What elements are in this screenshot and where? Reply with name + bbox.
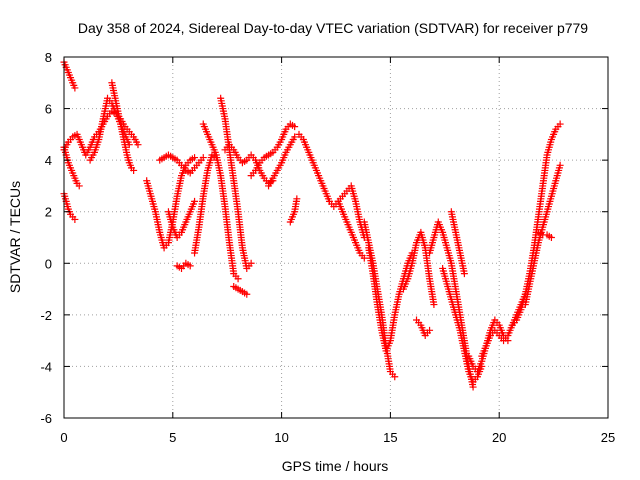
series-arc-ac: [478, 290, 529, 360]
y-axis-label: SDTVAR / TECUs: [7, 181, 23, 293]
y-tick-label: 4: [45, 153, 52, 168]
data-point: [186, 262, 194, 270]
data-point: [75, 182, 83, 190]
x-tick-label: 25: [601, 430, 615, 445]
data-point: [460, 270, 468, 278]
x-tick-label: 20: [492, 430, 506, 445]
series-arc-z: [439, 264, 486, 386]
series-arc-ad: [508, 120, 564, 329]
x-tick-label: 5: [169, 430, 176, 445]
data-point: [234, 275, 242, 283]
series-arc-s: [295, 130, 368, 241]
data-point: [291, 123, 299, 131]
y-tick-label: -6: [40, 411, 52, 426]
data-point: [71, 84, 79, 92]
x-axis-label: GPS time / hours: [282, 458, 389, 474]
data-point: [430, 301, 438, 309]
x-tick-label: 15: [383, 430, 397, 445]
data-point: [71, 215, 79, 223]
series-arc-f: [108, 79, 138, 174]
data-point: [134, 141, 142, 149]
series-arc-j: [173, 259, 194, 272]
x-tick-label: 10: [274, 430, 288, 445]
data-point: [130, 166, 138, 174]
series-arc-o: [221, 141, 277, 187]
y-tick-label: 8: [45, 50, 52, 65]
series-arc-b: [60, 190, 79, 223]
series-arc-d: [60, 143, 83, 190]
data-point: [243, 290, 251, 298]
data-point: [247, 259, 255, 267]
data-point: [191, 154, 199, 162]
data-point: [360, 254, 368, 262]
data-point: [556, 120, 564, 128]
series-arc-g: [143, 154, 199, 252]
series-arc-af: [534, 228, 555, 241]
data-marks: [60, 58, 564, 391]
series-arc-n: [230, 282, 251, 298]
data-point: [556, 161, 564, 169]
grid-lines: [64, 57, 608, 418]
series-arc-t: [334, 197, 368, 262]
series-arc-p: [247, 120, 299, 180]
plot-frame: [63, 56, 609, 419]
series-arc-v: [365, 244, 416, 355]
x-tick-label: 0: [60, 430, 67, 445]
series-arc-q: [265, 133, 299, 190]
data-point: [547, 234, 555, 241]
y-tick-label: 2: [45, 205, 52, 220]
series-arc-w: [399, 228, 438, 309]
y-tick-label: -4: [40, 359, 52, 374]
series-arc-ae: [521, 161, 564, 309]
data-point: [199, 154, 207, 162]
series-arc-aa: [447, 208, 468, 278]
data-point: [191, 197, 199, 205]
data-point: [426, 326, 434, 334]
y-tick-label: 6: [45, 102, 52, 117]
y-tick-label: -2: [40, 308, 52, 323]
series-arc-x: [413, 316, 434, 339]
data-point: [391, 373, 399, 381]
data-point: [291, 133, 299, 141]
series-arc-i: [164, 197, 199, 241]
x-axis-ticks: 0 5 10 15 20 25: [60, 57, 615, 445]
y-tick-label: 0: [45, 256, 52, 271]
series-arc-l: [199, 120, 242, 283]
data-point: [293, 195, 301, 203]
y-axis-ticks: -6 -4 -2 0 2 4 6 8: [40, 50, 608, 426]
series-arc-a: [60, 58, 79, 92]
chart-title: Day 358 of 2024, Sidereal Day-to-day VTE…: [78, 20, 588, 36]
series-arc-r: [286, 195, 301, 226]
series-arc-h: [156, 151, 207, 177]
